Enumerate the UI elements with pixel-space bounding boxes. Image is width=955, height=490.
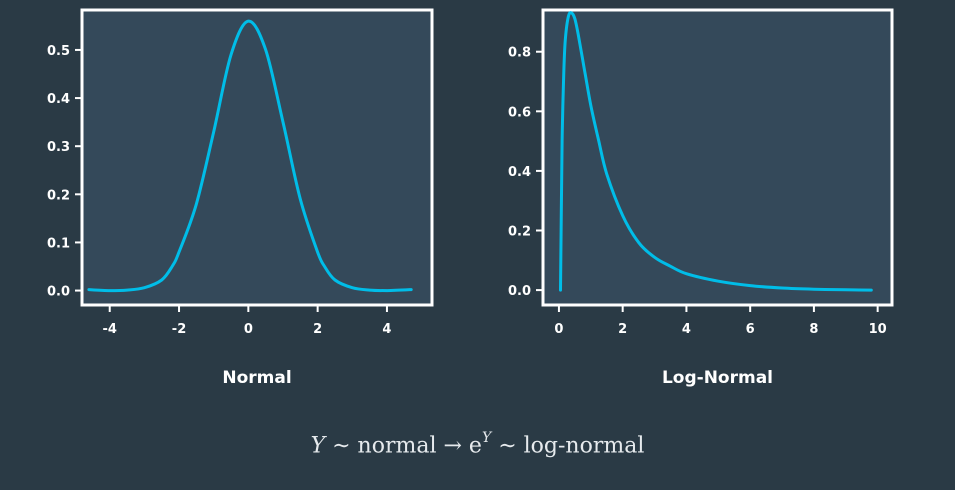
normal-xtick-label: 2 [313, 322, 322, 337]
lognormal-xtick-label: 6 [746, 322, 755, 337]
lognormal-xtick-label: 8 [809, 322, 818, 337]
normal-ytick-label: 0.5 [47, 44, 70, 59]
lognormal-xtick-label: 0 [554, 322, 563, 337]
lognormal-plot-frame [541, 8, 894, 307]
normal-xtick-label: -2 [172, 322, 186, 337]
normal-ytick-label: 0.3 [47, 140, 70, 155]
lognormal-ytick-label: 0.2 [508, 225, 531, 240]
lognormal-ytick-label: 0.6 [508, 105, 531, 120]
normal-density-curve [87, 19, 413, 293]
formula-op1: ∼ normal → e [325, 433, 482, 459]
normal-ytick-label: 0.0 [47, 285, 70, 300]
lognormal-xlabel: Log-Normal [662, 368, 773, 388]
formula-op2: ∼ log-normal [491, 433, 645, 459]
lognormal-chart: 0.0 0.2 0.4 0.6 0.8 0 2 4 6 8 10 Log-Normal [508, 8, 894, 388]
lognormal-xtick-label: 4 [682, 322, 691, 337]
formula: Y ∼ normal → eY ∼ log-normal [0, 430, 955, 459]
normal-ytick-label: 0.2 [47, 188, 70, 203]
normal-xtick-label: 0 [244, 322, 253, 337]
lognormal-xtick-label: 2 [618, 322, 627, 337]
normal-xtick-label: 4 [382, 322, 391, 337]
formula-lhs-var: Y [310, 433, 326, 459]
lognormal-density-curve [559, 11, 873, 292]
lognormal-ytick-label: 0.8 [508, 46, 531, 61]
lognormal-xtick-label: 10 [869, 322, 887, 337]
normal-ytick-label: 0.4 [47, 92, 70, 107]
normal-ytick-label: 0.1 [47, 236, 70, 251]
normal-xtick-label: -4 [102, 322, 116, 337]
lognormal-ytick-label: 0.4 [508, 165, 531, 180]
normal-plot-frame [80, 8, 434, 307]
normal-xlabel: Normal [222, 368, 291, 388]
lognormal-ytick-label: 0.0 [508, 284, 531, 299]
normal-chart: 0.0 0.1 0.2 0.3 0.4 0.5 -4 -2 0 2 4 Normal [47, 8, 434, 388]
formula-superscript: Y [481, 430, 492, 446]
